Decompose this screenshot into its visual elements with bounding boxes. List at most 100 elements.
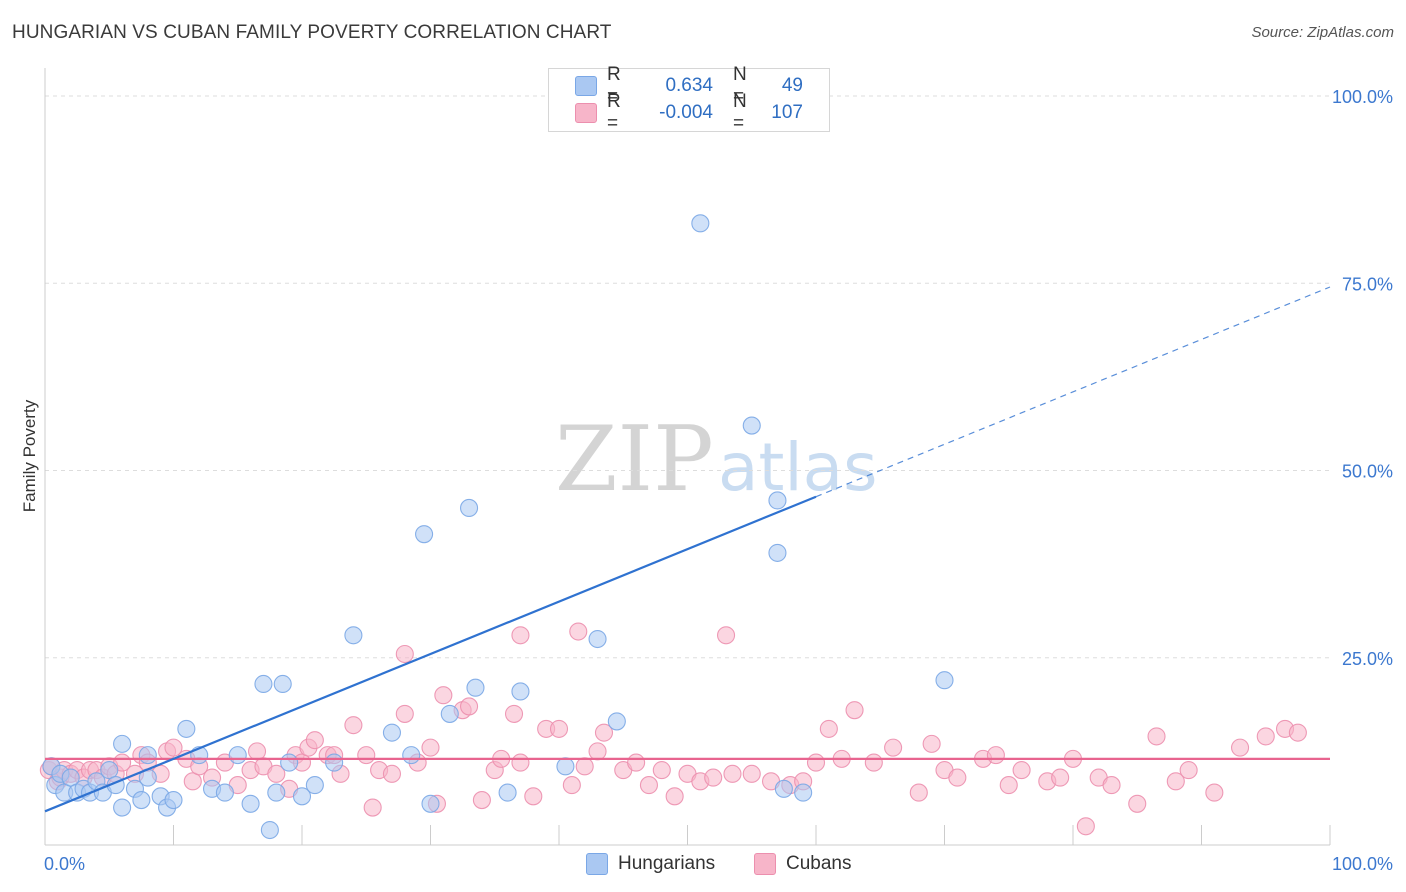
hungarians-point bbox=[280, 753, 299, 772]
hungarians-point bbox=[511, 682, 530, 701]
watermark-zip: ZIP bbox=[555, 407, 714, 512]
hungarians-point bbox=[177, 719, 196, 738]
cubans-swatch bbox=[575, 103, 597, 123]
cubans-point bbox=[1102, 776, 1121, 795]
cubans-point bbox=[594, 723, 614, 742]
hungarians-point bbox=[466, 678, 485, 697]
cubans-point bbox=[1012, 761, 1031, 780]
cubans-point bbox=[511, 753, 530, 772]
cubans-point bbox=[511, 626, 530, 645]
cubans-point bbox=[1147, 727, 1166, 746]
hungarians-point bbox=[440, 704, 459, 723]
cubans-point bbox=[819, 719, 838, 738]
cubans-point bbox=[504, 704, 524, 723]
cubans-point bbox=[363, 798, 382, 817]
cubans-point bbox=[382, 764, 402, 783]
trend-lines bbox=[44, 286, 1331, 813]
hungarians-point bbox=[260, 820, 279, 840]
hungarians-point bbox=[768, 543, 787, 562]
cubans-point bbox=[434, 686, 453, 705]
cubans-point bbox=[549, 719, 569, 738]
hungarians-point bbox=[61, 768, 80, 787]
cubans-point bbox=[948, 768, 967, 787]
hungarians-point bbox=[292, 787, 312, 806]
cubans-point bbox=[704, 768, 723, 787]
legend-n-label: N = bbox=[733, 64, 747, 107]
hungarians-point bbox=[588, 629, 607, 649]
cubans-point bbox=[909, 783, 928, 802]
cubans-point bbox=[1051, 768, 1070, 787]
y-tick-label: 100.0% bbox=[1332, 87, 1393, 107]
hungarians-point bbox=[768, 491, 787, 510]
bottom-legend-hungarians: Hungarians bbox=[586, 852, 715, 876]
hungarians-point bbox=[132, 791, 151, 810]
hungarians-point bbox=[164, 791, 183, 810]
legend-r-value: 0.634 bbox=[665, 75, 713, 96]
y-tick-label: 50.0% bbox=[1342, 462, 1393, 482]
hungarians-point bbox=[402, 746, 421, 765]
legend-r-value: -0.004 bbox=[659, 102, 713, 123]
hungarians-legend-label: Hungarians bbox=[618, 853, 716, 874]
cubans-point bbox=[1128, 794, 1147, 813]
cubans-point bbox=[588, 742, 607, 761]
cubans-point bbox=[459, 697, 479, 716]
cubans-point bbox=[575, 757, 594, 776]
watermark-atlas: atlas bbox=[718, 429, 878, 506]
cubans-legend-swatch bbox=[754, 853, 776, 875]
hungarians-swatch bbox=[575, 76, 597, 96]
hungarians-trend-line bbox=[44, 495, 817, 813]
hungarians-point bbox=[498, 783, 517, 802]
cubans-point bbox=[627, 753, 646, 772]
cubans-point bbox=[569, 622, 588, 641]
hungarians-point bbox=[273, 674, 292, 694]
hungarians-point bbox=[691, 214, 710, 233]
hungarians-point bbox=[305, 776, 324, 795]
cubans-point bbox=[1166, 772, 1185, 791]
hungarians-point bbox=[267, 783, 286, 802]
hungarians-point bbox=[459, 498, 479, 518]
legend-n-value: 49 bbox=[781, 75, 803, 96]
cubans-point bbox=[742, 764, 761, 783]
correlation-legend: R = 0.634 N = 49 R = -0.004 N = 107 bbox=[548, 64, 830, 134]
hungarians-point bbox=[794, 783, 813, 802]
hungarians-point bbox=[113, 734, 132, 753]
x-tick-label: 100.0% bbox=[1332, 854, 1393, 874]
cubans-point bbox=[716, 626, 736, 645]
cubans-point bbox=[357, 746, 376, 765]
x-tick-label: 0.0% bbox=[44, 854, 85, 874]
watermark: ZIP atlas bbox=[555, 407, 878, 512]
y-tick-label: 75.0% bbox=[1342, 274, 1393, 294]
cubans-point bbox=[1288, 723, 1307, 742]
source-credit: Source: ZipAtlas.com bbox=[1251, 24, 1394, 41]
cubans-point bbox=[1256, 727, 1275, 746]
cubans-point bbox=[562, 776, 581, 795]
cubans-legend-label: Cubans bbox=[786, 853, 852, 874]
cubans-point bbox=[395, 704, 414, 723]
axes bbox=[44, 68, 1331, 846]
hungarians-point bbox=[228, 746, 247, 765]
cubans-point bbox=[999, 776, 1018, 795]
cubans-point bbox=[986, 746, 1005, 765]
cubans-point bbox=[665, 787, 684, 806]
cubans-point bbox=[524, 787, 543, 806]
cubans-point bbox=[344, 716, 363, 735]
cubans-point bbox=[1179, 761, 1198, 780]
cubans-point bbox=[922, 734, 941, 753]
cubans-point bbox=[164, 738, 183, 757]
hungarians-point bbox=[742, 416, 761, 435]
tick-labels: 100.0% 75.0% 50.0% 25.0% 0.0% 100.0% bbox=[44, 87, 1393, 874]
cubans-point bbox=[267, 764, 286, 783]
legend-r-label: R = bbox=[607, 64, 621, 107]
cubans-point bbox=[845, 701, 864, 720]
hungarians-point bbox=[607, 712, 626, 731]
hungarians-point bbox=[421, 794, 440, 813]
cubans-point bbox=[395, 644, 414, 664]
hungarians-point bbox=[113, 798, 132, 817]
hungarians-trend-projection bbox=[815, 286, 1331, 498]
cubans-point bbox=[723, 764, 742, 783]
cubans-point bbox=[421, 738, 440, 757]
legend-n-value: 107 bbox=[771, 102, 803, 123]
gridlines bbox=[45, 95, 1330, 659]
cubans-point bbox=[1205, 783, 1224, 802]
